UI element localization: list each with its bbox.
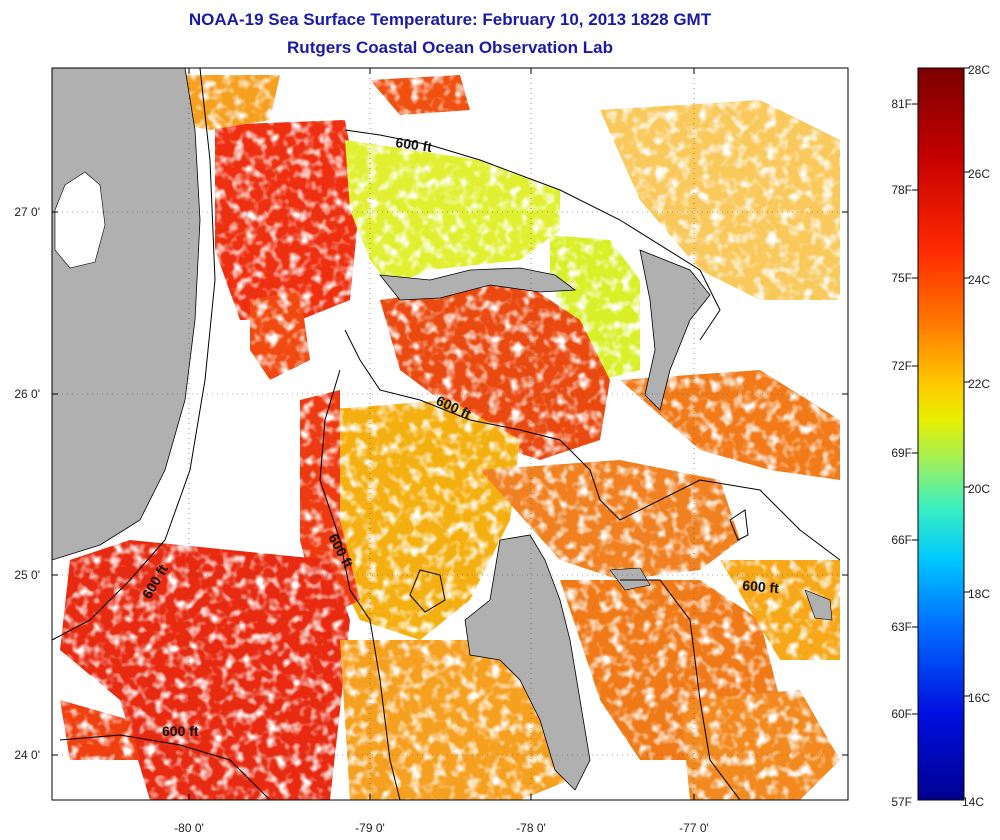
x-tick-label: -80 0'	[174, 821, 204, 835]
land-new-providence	[609, 567, 651, 591]
y-tick-label: 26 0'	[14, 387, 40, 401]
colorbar-c-label: 26C	[968, 167, 990, 181]
colorbar-f-label: 81F	[891, 97, 912, 111]
land-eleuthera	[804, 589, 833, 621]
colorbar-c-label: 16C	[968, 691, 990, 705]
bathymetry-contours	[52, 68, 841, 800]
contour-label: 600 ft	[742, 577, 780, 596]
colorbar-c-label: 20C	[968, 482, 990, 496]
land-abaco	[639, 249, 711, 411]
y-tick-label: 27 0'	[14, 205, 40, 219]
axis-ticks	[52, 68, 848, 800]
lake-okeechobee	[54, 171, 106, 269]
contour-great-bahama-west	[319, 369, 401, 800]
y-tick-label: 25 0'	[14, 568, 40, 582]
x-tick-label: -78 0'	[516, 821, 546, 835]
contour-south-west	[59, 734, 271, 800]
colorbar-c-label: 24C	[968, 273, 990, 287]
map-border	[51, 67, 849, 801]
y-tick-label: 24 0'	[14, 748, 40, 762]
land-grand-bahama	[379, 267, 577, 301]
colorbar-f-label: 75F	[891, 271, 912, 285]
land-andros	[464, 534, 591, 791]
contour-label: 600 ft	[395, 134, 434, 155]
x-tick-label: -77 0'	[679, 821, 709, 835]
map-title: NOAA-19 Sea Surface Temperature: Februar…	[188, 10, 712, 29]
colorbar-f-label: 78F	[891, 183, 912, 197]
contour-little-bahama-bank	[344, 129, 721, 341]
colorbar-f-label: 57F	[891, 795, 912, 809]
colorbar-c-label: 22C	[968, 377, 990, 391]
colorbar-c-label: 28C	[968, 63, 990, 77]
contour-tongue-ocean	[620, 579, 741, 800]
colorbar-f-label: 72F	[891, 359, 912, 373]
colorbar-scale	[917, 67, 965, 801]
colorbar-c-label: 14C	[962, 795, 984, 809]
colorbar-ticks	[912, 67, 970, 715]
map-subtitle: Rutgers Coastal Ocean Observation Lab	[287, 38, 613, 57]
contour-loop-east	[729, 509, 749, 541]
colorbar-c-label: 18C	[968, 587, 990, 601]
contour-great-bahama-north	[344, 329, 841, 561]
contour-label: 600 ft	[162, 723, 199, 739]
colorbar-f-label: 69F	[891, 446, 912, 460]
colorbar-f-label: 60F	[891, 707, 912, 721]
colorbar: 81F 78F 75F 72F 69F 66F 63F 60F 57F 28C …	[891, 63, 990, 809]
map-area: 600 ft 600 ft 600 ft 600 ft 600 ft 600 f…	[52, 68, 848, 800]
graticule	[52, 68, 848, 800]
contour-florida-shelf	[52, 68, 216, 641]
x-tick-label: -79 0'	[355, 821, 385, 835]
colorbar-f-label: 66F	[891, 533, 912, 547]
contour-loop-center	[409, 569, 446, 613]
colorbar-f-label: 63F	[891, 620, 912, 634]
